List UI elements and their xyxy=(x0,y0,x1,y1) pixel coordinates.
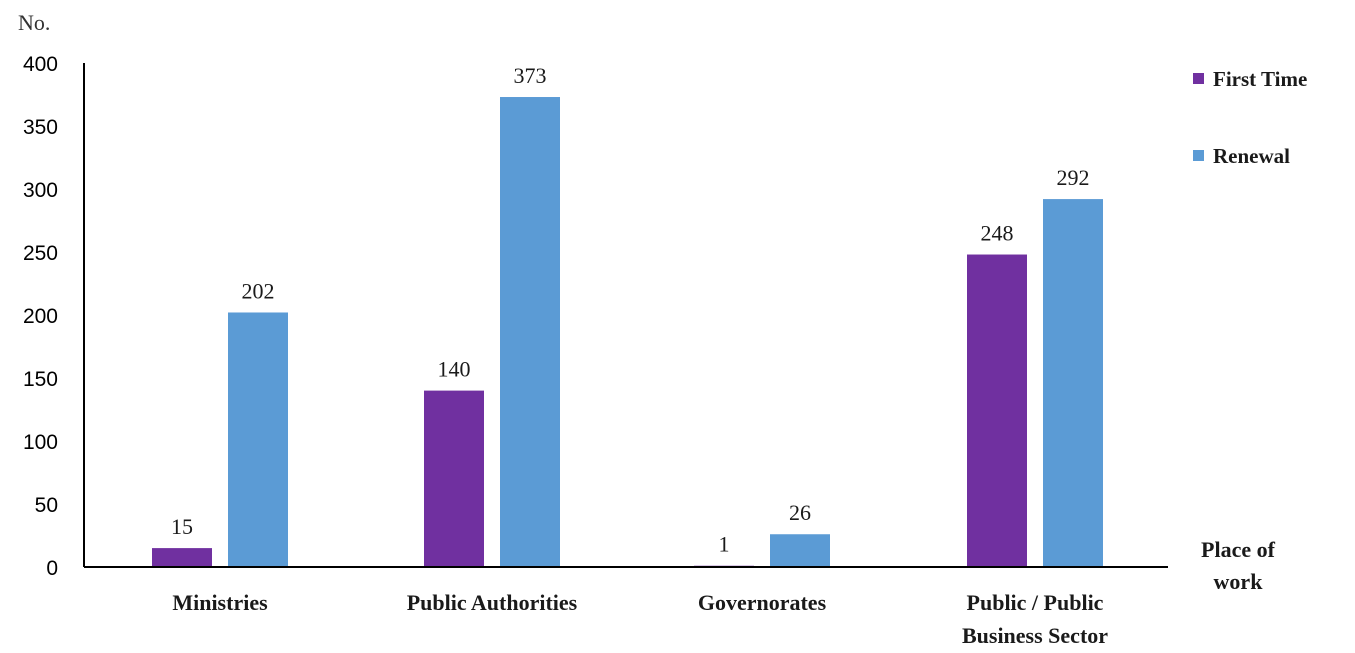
data-label: 248 xyxy=(981,221,1014,246)
legend-swatch xyxy=(1193,73,1204,84)
x-category-label: Governorates xyxy=(698,590,827,615)
bar-first-time xyxy=(967,254,1027,567)
legend-label: First Time xyxy=(1213,67,1307,91)
y-tick-label: 50 xyxy=(35,494,58,517)
legend-label: Renewal xyxy=(1213,144,1290,168)
bar-renewal xyxy=(770,534,830,567)
data-label: 373 xyxy=(514,63,547,88)
data-label: 140 xyxy=(438,357,471,382)
y-axis: No. 0 50 100 150 200 250 300 350 400 xyxy=(18,10,85,580)
x-category-label: Business Sector xyxy=(962,623,1108,648)
bar-renewal xyxy=(1043,199,1103,567)
data-label: 26 xyxy=(789,500,811,525)
x-category-label: Public / Public xyxy=(967,590,1104,615)
data-labels: 15 140 1 248 202 373 26 292 xyxy=(171,63,1090,557)
y-tick-label: 250 xyxy=(23,242,58,265)
legend: First Time Renewal xyxy=(1193,67,1307,168)
data-label: 15 xyxy=(171,514,193,539)
y-tick-label: 200 xyxy=(23,305,58,328)
bar-renewal xyxy=(228,312,288,567)
x-category-label: Ministries xyxy=(172,590,268,615)
y-tick-label: 0 xyxy=(46,557,58,580)
bar-first-time xyxy=(152,548,212,567)
data-label: 292 xyxy=(1057,165,1090,190)
x-category-label: Public Authorities xyxy=(407,590,578,615)
y-axis-unit-label: No. xyxy=(18,10,50,35)
x-axis: Ministries Public Authorities Governorates… xyxy=(84,537,1276,648)
y-tick-label: 300 xyxy=(23,179,58,202)
x-axis-title: work xyxy=(1214,569,1264,594)
y-tick-label: 350 xyxy=(23,116,58,139)
data-label: 202 xyxy=(242,278,275,303)
bars xyxy=(152,97,1103,568)
y-tick-label: 150 xyxy=(23,368,58,391)
bar-renewal xyxy=(500,97,560,568)
y-tick-label: 100 xyxy=(23,431,58,454)
y-tick-label: 400 xyxy=(23,53,58,76)
bar-first-time xyxy=(424,390,484,567)
legend-swatch xyxy=(1193,150,1204,161)
data-label: 1 xyxy=(719,532,730,557)
x-axis-title: Place of xyxy=(1201,537,1276,562)
